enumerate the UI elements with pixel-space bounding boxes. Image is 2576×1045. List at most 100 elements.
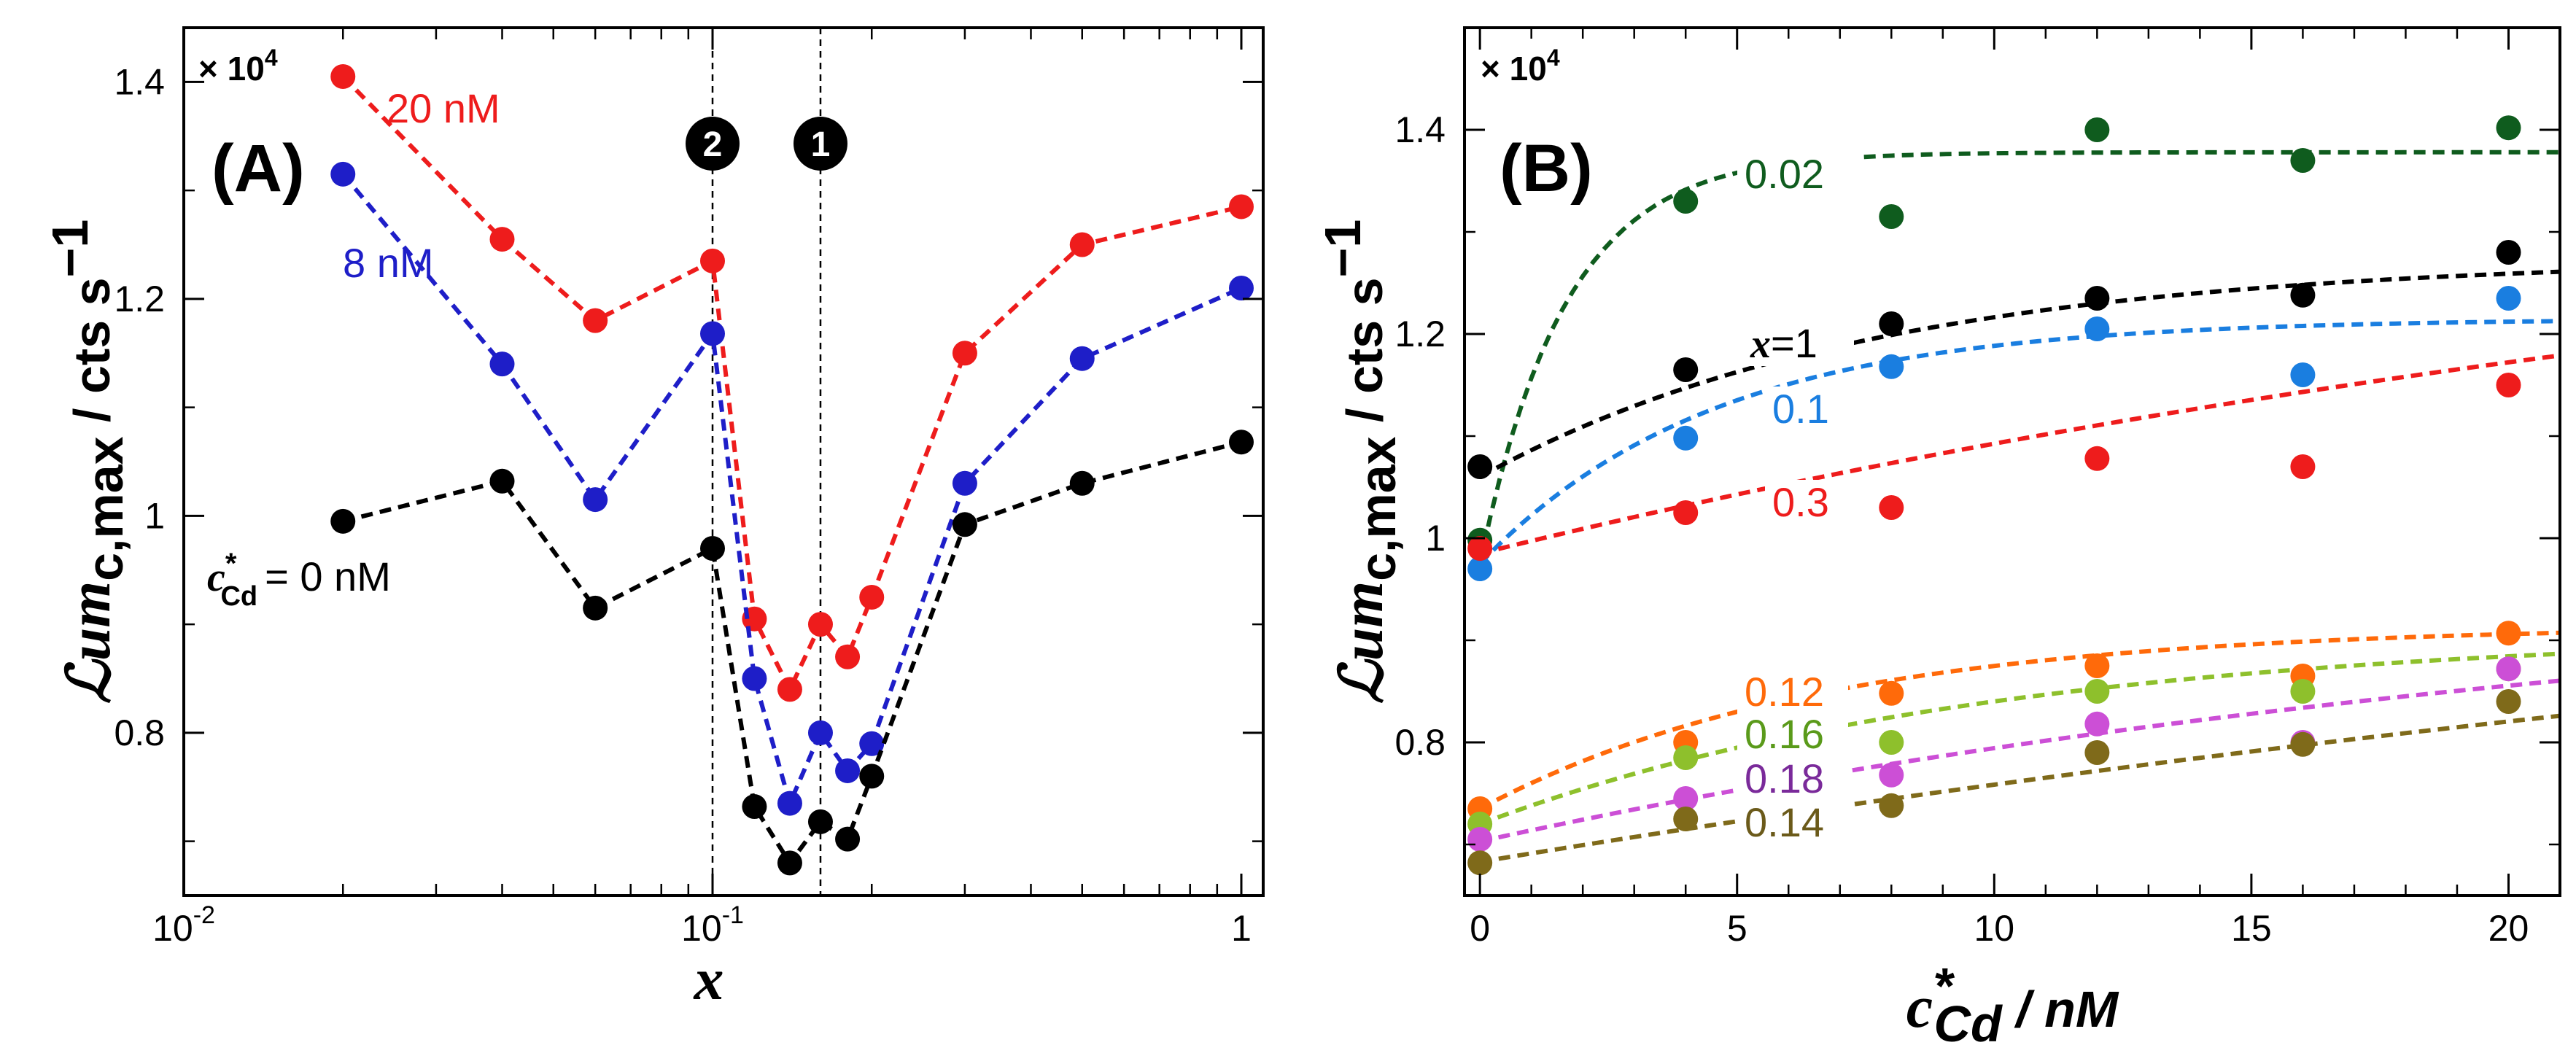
- panel-a-y-axis-label: ℒumc,max / cts s−1: [42, 220, 133, 704]
- panel-b-y-axis-label: ℒumc,max / cts s−1: [1314, 220, 1406, 704]
- y-tick-label: 1.2: [114, 279, 165, 319]
- data-point: [1467, 536, 1493, 561]
- label-background: [1737, 756, 1848, 801]
- data-point: [835, 826, 861, 852]
- data-point: [2084, 446, 2110, 471]
- data-point: [1879, 495, 1904, 520]
- data-point: [2496, 286, 2521, 311]
- data-point: [489, 468, 515, 494]
- x-tick-base: 10: [681, 908, 722, 949]
- panel-a-x-axis-label: x: [694, 946, 724, 1012]
- data-point: [2290, 362, 2316, 387]
- data-point: [2496, 373, 2521, 397]
- series-label-0.02: 0.02: [1745, 151, 1824, 197]
- series-line: [341, 74, 1242, 695]
- data-point: [1673, 500, 1699, 525]
- x-tick-label: 10-2: [152, 901, 215, 949]
- data-point: [2290, 282, 2316, 308]
- y-tick-label: 1.4: [1394, 109, 1446, 150]
- y-tick-label: 1: [144, 495, 165, 536]
- data-point: [835, 644, 861, 669]
- y-tick-label: 0.8: [1394, 722, 1446, 763]
- data-point: [2290, 454, 2316, 479]
- data-point: [742, 794, 767, 820]
- marker-number: 1: [811, 125, 831, 164]
- svg-text:ℒumc,max / cts s−1: ℒumc,max / cts s−1: [42, 220, 133, 704]
- data-point: [2496, 240, 2521, 265]
- data-point: [742, 666, 767, 691]
- data-point: [1879, 762, 1904, 788]
- series-label-0.12: 0.12: [1745, 669, 1824, 715]
- data-point: [859, 584, 885, 610]
- label-background: [1737, 152, 1861, 197]
- y-tick-label: 0.8: [114, 712, 165, 753]
- data-point: [2084, 286, 2110, 311]
- data-point: [859, 764, 885, 789]
- series-line: [342, 440, 1242, 867]
- series-label-0.18: 0.18: [1745, 755, 1824, 801]
- x-tick-exp: -2: [193, 901, 215, 929]
- data-point: [699, 248, 725, 273]
- data-point: [807, 612, 833, 637]
- fit-curve: [1478, 630, 2561, 811]
- data-point: [2084, 316, 2110, 341]
- data-point: [489, 227, 515, 252]
- y-tick-label: 1: [1425, 518, 1446, 559]
- x-tick-label: 5: [1727, 908, 1747, 949]
- data-point: [777, 677, 802, 702]
- data-point: [859, 731, 885, 756]
- data-point: [583, 487, 608, 513]
- label-background: [1737, 800, 1848, 845]
- data-point: [1069, 232, 1095, 257]
- data-point: [952, 341, 977, 366]
- panel-b-ticks: 0 5 10 15 20 0.8 1 1.2 1.4: [1394, 26, 2560, 949]
- data-point: [583, 595, 608, 621]
- panel-b-frame: [1463, 26, 2561, 897]
- fit-curve: [1479, 678, 2561, 844]
- panel-a-series: [330, 63, 1254, 876]
- panel-a-frame: [182, 26, 1265, 897]
- data-point: [330, 508, 356, 534]
- data-point: [2496, 689, 2521, 714]
- data-point: [952, 470, 977, 496]
- panel-b: 0 5 10 15 20 0.8 1 1.2 1.4 (B) × 104 0.02 x=1 0.…: [1314, 26, 2561, 1045]
- data-point: [1879, 354, 1904, 379]
- panel-b-multiplier: × 104: [1481, 44, 1560, 88]
- data-point: [1069, 470, 1095, 496]
- data-point: [583, 308, 608, 333]
- panel-a-ticks: 10-2 10-1 10.811.21.4: [114, 28, 1263, 949]
- data-point: [1467, 827, 1493, 852]
- data-point: [2496, 656, 2521, 682]
- panel-b-series: [1467, 115, 2561, 876]
- fit-curve: [1479, 353, 2561, 556]
- series-label-8nm: 8 nM: [343, 240, 434, 286]
- label-background: [1737, 712, 1848, 757]
- series-label-20nm: 20 nM: [387, 85, 500, 131]
- data-point: [777, 850, 802, 876]
- fit-curve: [1478, 269, 2561, 479]
- data-point: [1673, 807, 1699, 831]
- data-point: [330, 63, 356, 89]
- marker-circle: [685, 117, 740, 171]
- x-tick-label: 10-1: [681, 901, 744, 949]
- data-point: [1228, 276, 1254, 300]
- data-point: [1879, 793, 1904, 818]
- data-point: [1467, 556, 1493, 581]
- series-label-0.14: 0.14: [1745, 799, 1824, 845]
- data-point: [2084, 117, 2110, 142]
- series-label-0.1: 0.1: [1772, 386, 1829, 432]
- x-tick-label: 1: [1231, 908, 1252, 949]
- data-point: [1879, 311, 1904, 336]
- data-point: [1673, 357, 1699, 382]
- panel-b-x-axis-label: c* Cd / nM: [1906, 957, 2119, 1045]
- x-tick-exp: -1: [722, 901, 744, 929]
- marker-number: 2: [703, 125, 723, 164]
- series-label-x1: x=1: [1750, 320, 1817, 367]
- data-point: [330, 161, 356, 187]
- label-background: [1765, 386, 1838, 432]
- data-point: [1467, 454, 1493, 479]
- x-tick-label: 20: [2488, 908, 2529, 949]
- label-background: [1765, 480, 1838, 525]
